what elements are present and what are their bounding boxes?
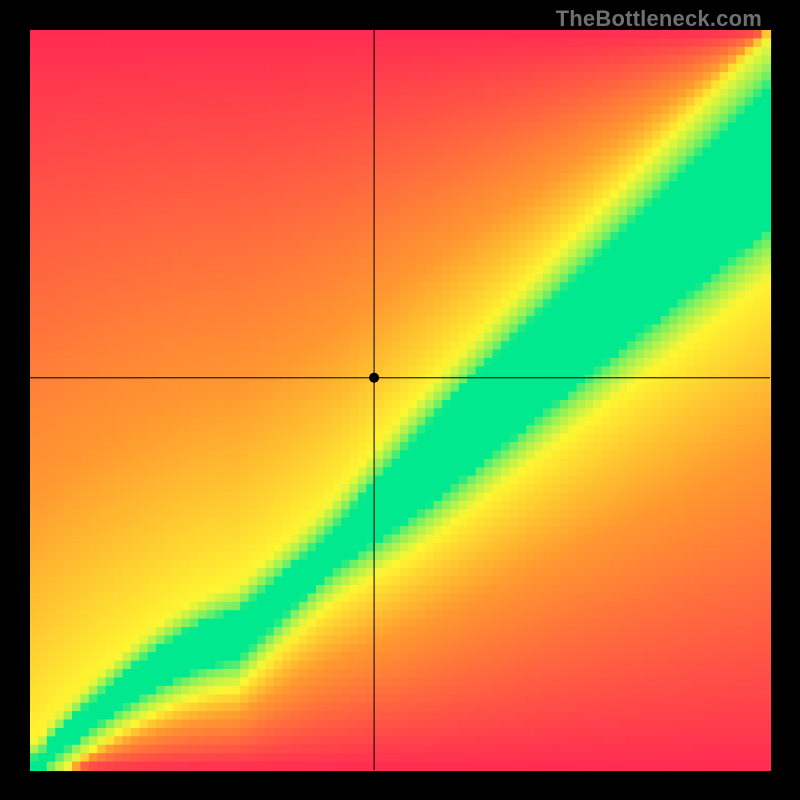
bottleneck-heatmap <box>0 0 800 800</box>
chart-container: TheBottleneck.com <box>0 0 800 800</box>
watermark-text: TheBottleneck.com <box>556 6 762 32</box>
